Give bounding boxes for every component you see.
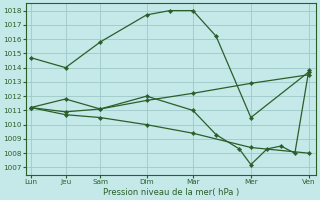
X-axis label: Pression niveau de la mer( hPa ): Pression niveau de la mer( hPa ) — [103, 188, 239, 197]
